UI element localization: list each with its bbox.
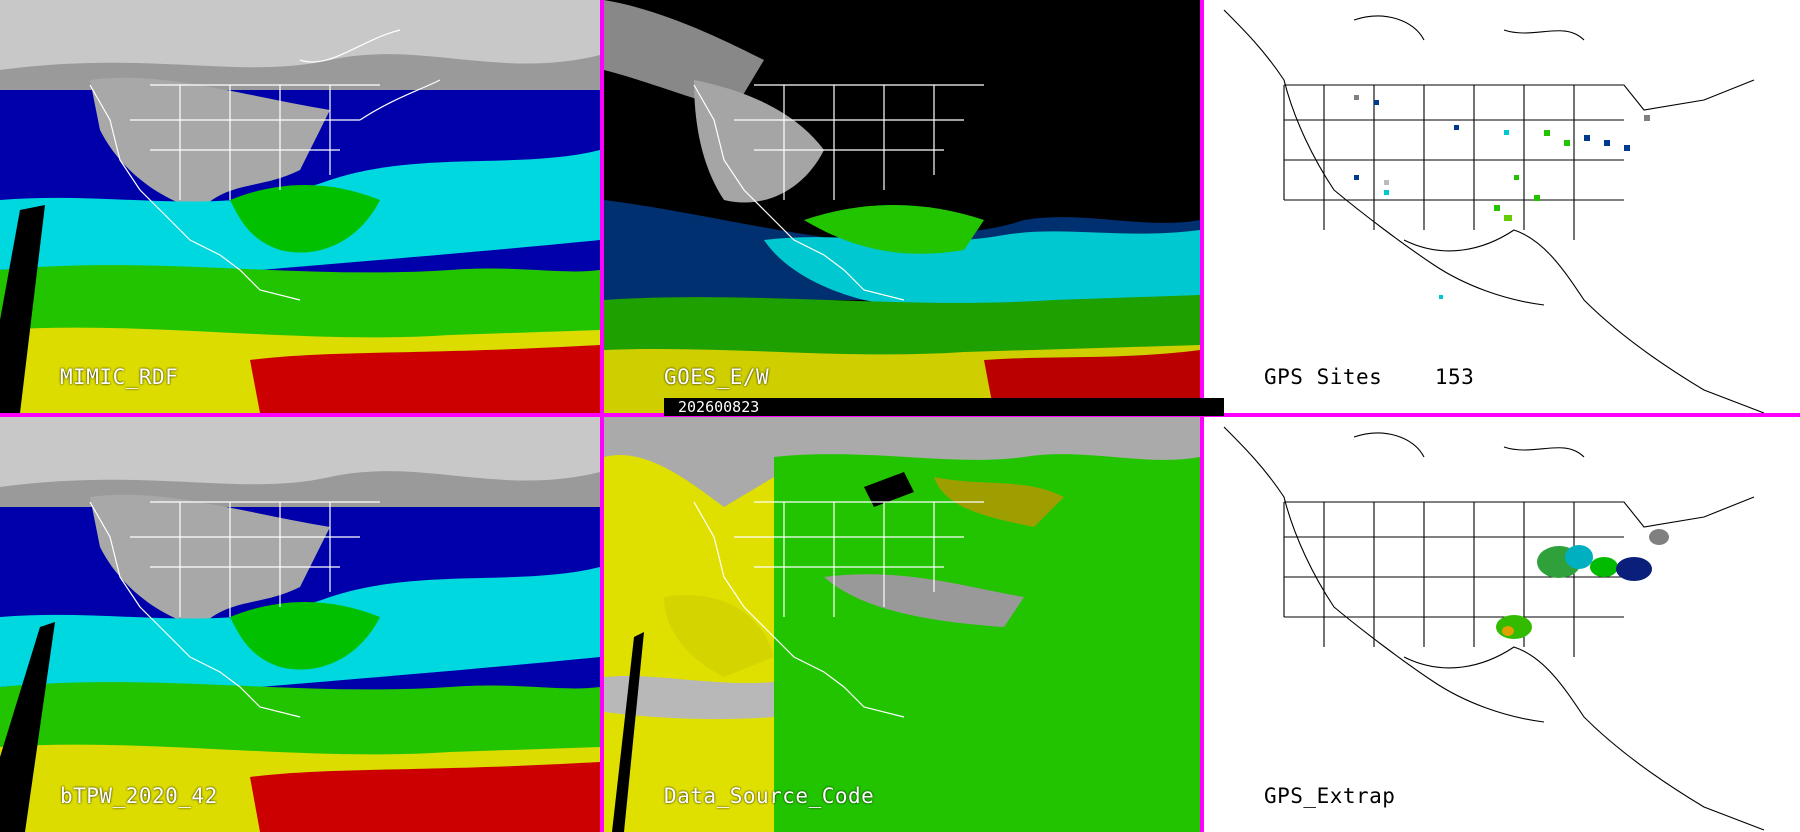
vertical-divider-left [600, 0, 604, 832]
gps-site-markers [1354, 95, 1650, 299]
panel-goes-ew: GOES_E/W [604, 0, 1200, 413]
panel-gps-sites: GPS Sites 153 [1204, 0, 1800, 413]
vertical-divider-right [1200, 0, 1204, 832]
panel-data-source: Data_Source_Code [604, 417, 1200, 832]
panel-label: GOES_E/W [664, 365, 770, 389]
panel-mimic-rdf: MIMIC_RDF [0, 0, 600, 413]
gps-extrap-map [1223, 426, 1765, 831]
tpw-map-btpw [0, 417, 600, 832]
tpw-map-mimic [0, 0, 600, 413]
panel-label: Data_Source_Code [664, 784, 875, 808]
panel-label: GPS_Extrap [1264, 784, 1396, 808]
tpw-map-goes [604, 0, 1200, 413]
panel-gps-extrap: GPS_Extrap [1204, 417, 1800, 832]
data-source-map [604, 417, 1200, 832]
gps-sites-map [1223, 9, 1765, 413]
panel-label: GPS Sites 153 [1264, 365, 1475, 389]
panel-btpw: bTPW_2020_42 [0, 417, 600, 832]
panel-label: MIMIC_RDF [60, 365, 179, 389]
panel-label: bTPW_2020_42 [60, 784, 218, 808]
date-banner: 202600823 [664, 398, 1224, 416]
gps-extrap-blobs [1496, 529, 1669, 639]
